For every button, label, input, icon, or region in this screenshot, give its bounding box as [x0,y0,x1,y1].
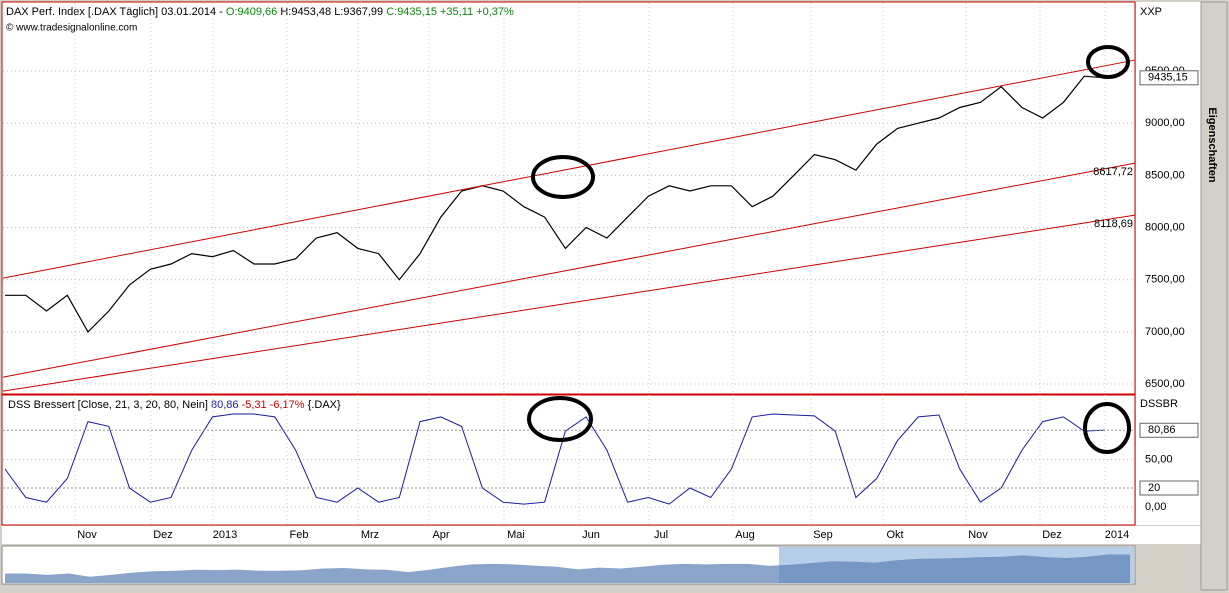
low: L:9367,99 [334,6,383,18]
side-panel [1200,1,1228,591]
channel-label: 8617,72 [1093,166,1133,178]
open: O:9409,66 [226,6,277,18]
annotation-circle [531,155,595,199]
x-tick-label: 2013 [213,529,237,541]
channel-label: 8118,69 [1094,218,1133,230]
level-box [1139,480,1199,496]
time-axis [2,526,1201,544]
title: DAX Perf. Index [.DAX Täglich] 03.01.201… [6,6,223,18]
x-tick-label: Jul [654,529,668,541]
axis-name: DSSBR [1140,398,1178,410]
y-tick-label: 50,00 [1145,453,1173,465]
y-tick-label: 9000,00 [1145,117,1185,129]
last-box [1139,70,1199,86]
series-line [4,413,1106,505]
osc-title: DSS Bressert [Close, 21, 3, 20, 80, Nein… [8,399,341,411]
level-box [1139,422,1199,438]
x-tick-label: Dez [1042,529,1062,541]
x-tick-label: Mai [507,529,525,541]
series-line [5,75,1106,333]
annotation-circle [1086,45,1130,79]
x-tick-label: Aug [735,529,755,541]
chart-title: DAX Perf. Index [.DAX Täglich] 03.01.201… [6,6,514,18]
x-tick-label: Apr [432,529,449,541]
last-label: 9435,15 [1148,72,1188,84]
y-tick-label: 7000,00 [1145,326,1185,338]
navigator-area [5,554,1130,583]
y-tick-label: 8500,00 [1145,169,1185,181]
channel-line [2,162,1136,378]
x-tick-label: Sep [813,529,833,541]
y-tick-label: 0,00 [1145,501,1166,513]
axis-panel [1136,2,1201,525]
annotation-circle [1083,402,1131,454]
x-tick-label: Nov [968,529,988,541]
level-label: 80,86 [1148,424,1176,436]
x-tick-label: Nov [77,529,97,541]
y-tick-label: 7500,00 [1145,274,1185,286]
annotation-circle [527,396,593,442]
subtitle: © www.tradesignalonline.com [6,23,137,34]
x-tick-label: Okt [886,529,903,541]
high: H:9453,48 [280,6,331,18]
channel-line [2,59,1136,279]
symbol: {.DAX} [308,399,341,411]
channel-line [2,214,1136,392]
y-tick-label: 6500,00 [1145,378,1185,390]
x-tick-label: Mrz [361,529,379,541]
osc-panel [1,394,1136,526]
x-tick-label: Jun [582,529,600,541]
x-tick-label: Dez [153,529,173,541]
change: -5,31 -6,17% [242,399,305,411]
x-tick-label: 2014 [1105,529,1129,541]
side-label[interactable]: Eigenschaften [1206,107,1218,182]
close: C:9435,15 +35,11 +0,37% [386,6,514,18]
y-tick-label: 8000,00 [1145,221,1185,233]
title: DSS Bressert [Close, 21, 3, 20, 80, Nein… [8,399,208,411]
level-label: 20 [1148,482,1160,494]
value: 80,86 [211,399,239,411]
axis-name: XXP [1140,6,1162,18]
x-tick-label: Feb [290,529,309,541]
